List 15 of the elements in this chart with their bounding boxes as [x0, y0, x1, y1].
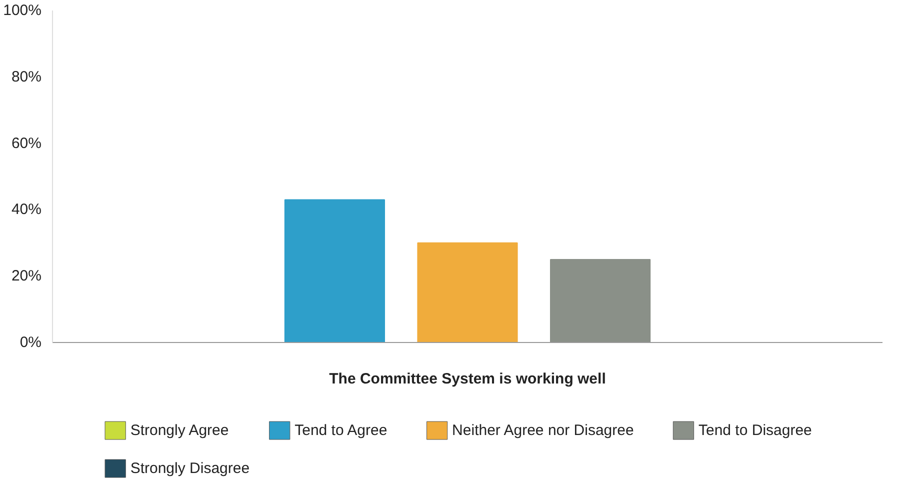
bar — [550, 259, 651, 342]
y-tick-label: 100% — [3, 2, 42, 19]
y-tick-label: 60% — [11, 134, 42, 152]
legend-label: Tend to Agree — [294, 422, 388, 439]
legend-label: Tend to Disagree — [698, 422, 812, 439]
y-tick-label: 40% — [11, 201, 42, 218]
y-tick-label: 80% — [11, 68, 42, 86]
legend-label: Strongly Agree — [130, 422, 229, 439]
legend-label: Strongly Disagree — [130, 460, 250, 477]
bar — [284, 199, 385, 342]
y-tick-label: 0% — [20, 334, 42, 351]
bar — [417, 242, 518, 342]
y-tick-label: 20% — [11, 268, 42, 285]
x-tick-label: The Committee System is working well — [329, 370, 606, 388]
legend-label: Neither Agree nor Disagree — [452, 422, 634, 439]
